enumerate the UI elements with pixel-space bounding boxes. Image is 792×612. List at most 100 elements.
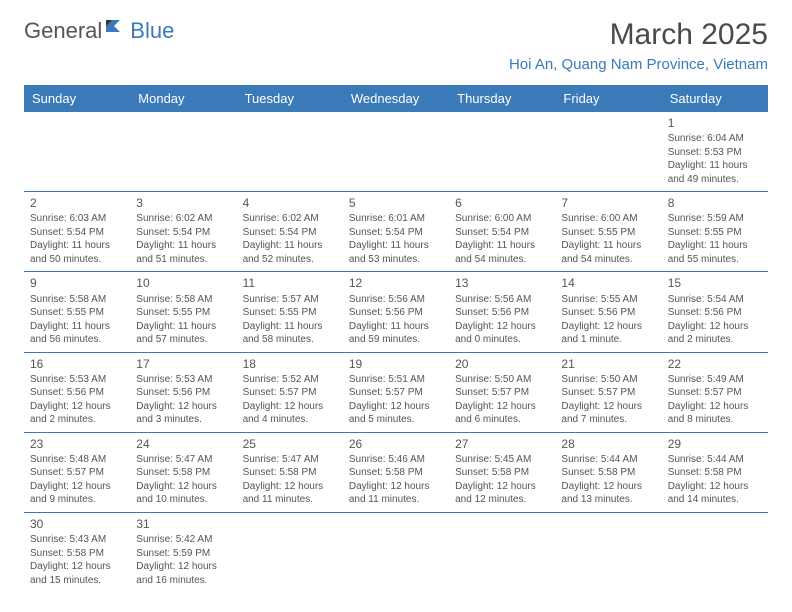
day-number: 8 [668, 195, 762, 211]
calendar-day-cell: 19Sunrise: 5:51 AMSunset: 5:57 PMDayligh… [343, 353, 449, 432]
brand-blue: Blue [130, 18, 174, 44]
dayhead-cell: Monday [130, 85, 236, 112]
day-number: 1 [668, 115, 762, 131]
calendar-day-cell: 16Sunrise: 5:53 AMSunset: 5:56 PMDayligh… [24, 353, 130, 432]
title-block: March 2025 Hoi An, Quang Nam Province, V… [509, 18, 768, 73]
sunset-text: Sunset: 5:55 PM [668, 226, 762, 240]
daylight-text: and 50 minutes. [30, 253, 124, 267]
sunrise-text: Sunrise: 5:45 AM [455, 453, 549, 467]
day-number: 31 [136, 516, 230, 532]
calendar-dayhead-row: SundayMondayTuesdayWednesdayThursdayFrid… [24, 85, 768, 112]
day-number: 24 [136, 436, 230, 452]
sunset-text: Sunset: 5:57 PM [243, 386, 337, 400]
month-title: March 2025 [509, 18, 768, 52]
calendar-week-row: 30Sunrise: 5:43 AMSunset: 5:58 PMDayligh… [24, 513, 768, 592]
day-number: 3 [136, 195, 230, 211]
calendar-day-cell: 5Sunrise: 6:01 AMSunset: 5:54 PMDaylight… [343, 192, 449, 271]
location-subtitle: Hoi An, Quang Nam Province, Vietnam [509, 56, 768, 73]
daylight-text: Daylight: 11 hours [30, 320, 124, 334]
sunrise-text: Sunrise: 6:04 AM [668, 132, 762, 146]
sunset-text: Sunset: 5:56 PM [668, 306, 762, 320]
daylight-text: Daylight: 12 hours [668, 480, 762, 494]
sunset-text: Sunset: 5:54 PM [30, 226, 124, 240]
sunset-text: Sunset: 5:57 PM [455, 386, 549, 400]
daylight-text: Daylight: 12 hours [30, 560, 124, 574]
daylight-text: and 51 minutes. [136, 253, 230, 267]
calendar-empty-cell [449, 513, 555, 592]
calendar-empty-cell [449, 112, 555, 191]
day-number: 4 [243, 195, 337, 211]
sunset-text: Sunset: 5:58 PM [243, 466, 337, 480]
calendar-empty-cell [130, 112, 236, 191]
daylight-text: and 1 minute. [561, 333, 655, 347]
daylight-text: Daylight: 12 hours [30, 400, 124, 414]
day-number: 13 [455, 275, 549, 291]
daylight-text: Daylight: 11 hours [243, 239, 337, 253]
sunrise-text: Sunrise: 5:54 AM [668, 293, 762, 307]
sunset-text: Sunset: 5:56 PM [30, 386, 124, 400]
sunrise-text: Sunrise: 5:56 AM [349, 293, 443, 307]
sunrise-text: Sunrise: 5:44 AM [561, 453, 655, 467]
calendar-day-cell: 18Sunrise: 5:52 AMSunset: 5:57 PMDayligh… [237, 353, 343, 432]
sunrise-text: Sunrise: 5:47 AM [243, 453, 337, 467]
sunset-text: Sunset: 5:58 PM [455, 466, 549, 480]
day-number: 12 [349, 275, 443, 291]
calendar-day-cell: 15Sunrise: 5:54 AMSunset: 5:56 PMDayligh… [662, 272, 768, 351]
calendar-body: 1Sunrise: 6:04 AMSunset: 5:53 PMDaylight… [24, 112, 768, 592]
calendar-empty-cell [24, 112, 130, 191]
brand-general: General [24, 18, 102, 44]
day-number: 17 [136, 356, 230, 372]
flag-icon [106, 18, 128, 44]
day-number: 10 [136, 275, 230, 291]
daylight-text: Daylight: 12 hours [561, 320, 655, 334]
calendar-empty-cell [237, 513, 343, 592]
calendar-day-cell: 31Sunrise: 5:42 AMSunset: 5:59 PMDayligh… [130, 513, 236, 592]
sunset-text: Sunset: 5:57 PM [30, 466, 124, 480]
daylight-text: Daylight: 12 hours [136, 480, 230, 494]
day-number: 14 [561, 275, 655, 291]
sunset-text: Sunset: 5:56 PM [561, 306, 655, 320]
sunrise-text: Sunrise: 5:47 AM [136, 453, 230, 467]
dayhead-cell: Saturday [662, 85, 768, 112]
daylight-text: Daylight: 12 hours [30, 480, 124, 494]
calendar-week-row: 16Sunrise: 5:53 AMSunset: 5:56 PMDayligh… [24, 353, 768, 433]
calendar-day-cell: 29Sunrise: 5:44 AMSunset: 5:58 PMDayligh… [662, 433, 768, 512]
calendar-day-cell: 25Sunrise: 5:47 AMSunset: 5:58 PMDayligh… [237, 433, 343, 512]
calendar-day-cell: 22Sunrise: 5:49 AMSunset: 5:57 PMDayligh… [662, 353, 768, 432]
daylight-text: and 3 minutes. [136, 413, 230, 427]
sunrise-text: Sunrise: 5:43 AM [30, 533, 124, 547]
dayhead-cell: Thursday [449, 85, 555, 112]
calendar-day-cell: 14Sunrise: 5:55 AMSunset: 5:56 PMDayligh… [555, 272, 661, 351]
sunrise-text: Sunrise: 6:00 AM [561, 212, 655, 226]
daylight-text: and 2 minutes. [30, 413, 124, 427]
sunrise-text: Sunrise: 6:02 AM [243, 212, 337, 226]
sunrise-text: Sunrise: 5:42 AM [136, 533, 230, 547]
daylight-text: and 15 minutes. [30, 574, 124, 588]
daylight-text: Daylight: 12 hours [349, 400, 443, 414]
day-number: 22 [668, 356, 762, 372]
calendar-day-cell: 7Sunrise: 6:00 AMSunset: 5:55 PMDaylight… [555, 192, 661, 271]
day-number: 30 [30, 516, 124, 532]
daylight-text: Daylight: 12 hours [136, 560, 230, 574]
sunrise-text: Sunrise: 5:53 AM [136, 373, 230, 387]
daylight-text: Daylight: 11 hours [349, 320, 443, 334]
calendar-day-cell: 21Sunrise: 5:50 AMSunset: 5:57 PMDayligh… [555, 353, 661, 432]
calendar-day-cell: 13Sunrise: 5:56 AMSunset: 5:56 PMDayligh… [449, 272, 555, 351]
day-number: 7 [561, 195, 655, 211]
daylight-text: Daylight: 12 hours [561, 400, 655, 414]
sunset-text: Sunset: 5:56 PM [455, 306, 549, 320]
sunrise-text: Sunrise: 5:53 AM [30, 373, 124, 387]
daylight-text: Daylight: 12 hours [243, 480, 337, 494]
daylight-text: and 6 minutes. [455, 413, 549, 427]
page-header: General Blue March 2025 Hoi An, Quang Nam… [24, 18, 768, 73]
sunrise-text: Sunrise: 5:57 AM [243, 293, 337, 307]
day-number: 19 [349, 356, 443, 372]
sunset-text: Sunset: 5:58 PM [136, 466, 230, 480]
daylight-text: and 8 minutes. [668, 413, 762, 427]
day-number: 23 [30, 436, 124, 452]
sunset-text: Sunset: 5:55 PM [30, 306, 124, 320]
daylight-text: and 56 minutes. [30, 333, 124, 347]
calendar-day-cell: 2Sunrise: 6:03 AMSunset: 5:54 PMDaylight… [24, 192, 130, 271]
dayhead-cell: Sunday [24, 85, 130, 112]
calendar-day-cell: 24Sunrise: 5:47 AMSunset: 5:58 PMDayligh… [130, 433, 236, 512]
